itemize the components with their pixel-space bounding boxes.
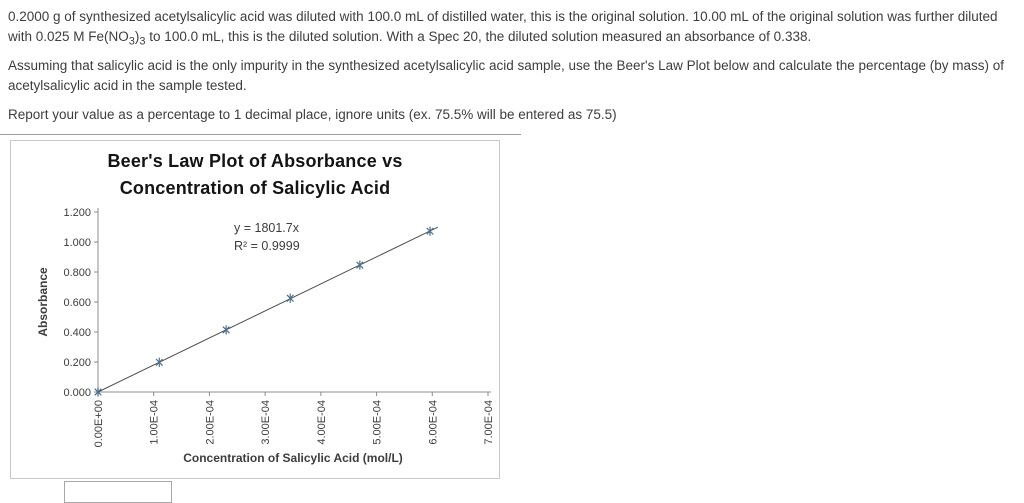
svg-text:4.00E-04: 4.00E-04 xyxy=(316,400,328,445)
chart-panel: Beer's Law Plot of Absorbance vs Concent… xyxy=(10,140,500,479)
formula-subscript-2: 3 xyxy=(139,35,146,48)
question-paragraph-2: Assuming that salicylic acid is the only… xyxy=(8,58,1005,93)
formula-subscript-1: 3 xyxy=(128,35,135,48)
svg-text:1.000: 1.000 xyxy=(63,237,91,249)
chart-title: Beer's Law Plot of Absorbance vs Concent… xyxy=(11,148,499,202)
divider xyxy=(0,134,521,135)
svg-text:R² = 0.9999: R² = 0.9999 xyxy=(234,239,300,253)
svg-text:0.00E+00: 0.00E+00 xyxy=(93,400,105,447)
question-text-1c: to 100.0 mL, this is the diluted solutio… xyxy=(145,29,812,44)
question-block: 0.2000 g of synthesized acetylsalicylic … xyxy=(0,0,1024,125)
svg-text:0.400: 0.400 xyxy=(63,327,91,339)
svg-text:0.800: 0.800 xyxy=(63,267,91,279)
question-text-1b: ) xyxy=(134,29,140,44)
chart-title-line1: Beer's Law Plot of Absorbance vs xyxy=(107,151,403,171)
svg-text:1.200: 1.200 xyxy=(63,207,91,219)
svg-text:Concentration of Salicylic Aci: Concentration of Salicylic Acid (mol/L) xyxy=(183,451,403,465)
svg-text:0.600: 0.600 xyxy=(63,297,91,309)
answer-input[interactable] xyxy=(64,481,172,503)
svg-text:3.00E-04: 3.00E-04 xyxy=(260,400,272,445)
question-paragraph-3: Report your value as a percentage to 1 d… xyxy=(8,107,617,122)
question-text-1a: 0.2000 g of synthesized acetylsalicylic … xyxy=(8,9,998,44)
svg-text:2.00E-04: 2.00E-04 xyxy=(204,400,216,445)
svg-text:0.000: 0.000 xyxy=(63,387,91,399)
svg-text:0.200: 0.200 xyxy=(63,357,91,369)
svg-text:Absorbance: Absorbance xyxy=(36,267,50,337)
beers-law-chart: 0.000 0.200 0.400 0.600 0.800 1.000 1.200 0.00E… xyxy=(36,207,495,465)
svg-text:6.00E-04: 6.00E-04 xyxy=(427,400,439,445)
svg-text:5.00E-04: 5.00E-04 xyxy=(372,400,384,445)
question-paragraph-1: 0.2000 g of synthesized acetylsalicylic … xyxy=(8,7,1018,47)
svg-text:1.00E-04: 1.00E-04 xyxy=(149,400,161,445)
chart-title-line2: Concentration of Salicylic Acid xyxy=(119,178,391,198)
svg-text:7.00E-04: 7.00E-04 xyxy=(483,400,495,445)
svg-text:y = 1801.7x: y = 1801.7x xyxy=(234,221,300,235)
